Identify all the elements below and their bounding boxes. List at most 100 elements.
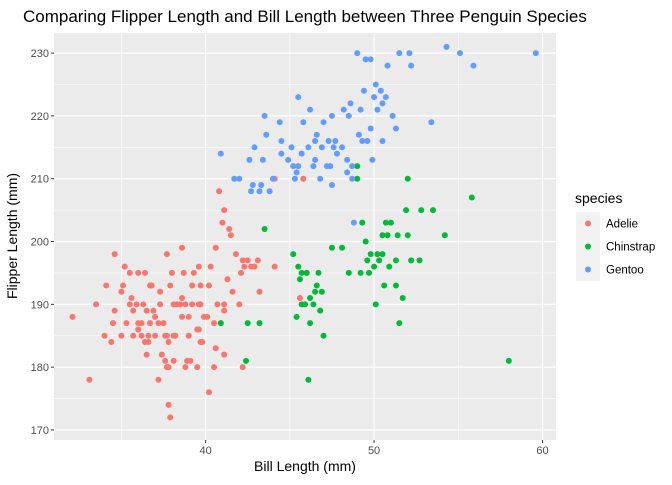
data-point-chinstrap [416,257,423,264]
data-point-gentoo [312,138,319,145]
data-point-gentoo [276,119,283,126]
data-point-gentoo [340,106,347,113]
data-point-gentoo [261,112,268,119]
data-point-gentoo [269,175,276,182]
data-point-adelie [182,301,189,308]
data-point-chinstrap [312,288,319,295]
data-point-adelie [167,414,174,421]
data-point-chinstrap [317,307,324,314]
data-point-gentoo [295,163,302,170]
data-point-chinstrap [339,244,346,251]
data-point-gentoo [231,175,238,182]
data-point-chinstrap [354,175,361,182]
legend-items: Adelie Chinstrap Gentoo [576,212,655,281]
data-point-adelie [165,364,172,371]
data-point-chinstrap [296,276,303,283]
data-point-gentoo [217,150,224,157]
plot-panel [54,33,556,440]
data-point-gentoo [258,181,265,188]
data-point-gentoo [372,81,379,88]
data-point-gentoo [256,188,263,195]
data-point-adelie [221,307,228,314]
data-point-gentoo [246,156,253,163]
data-point-adelie [214,301,221,308]
data-point-adelie [182,364,189,371]
data-point-gentoo [293,169,300,176]
x-tick-label: 40 [199,445,211,457]
data-point-gentoo [377,87,384,94]
data-point-adelie [155,376,162,383]
data-point-adelie [185,313,192,320]
data-point-chinstrap [307,295,314,302]
data-point-chinstrap [302,301,308,308]
data-point-adelie [152,313,159,320]
legend-label-gentoo: Gentoo [606,265,644,277]
data-point-adelie [232,251,239,258]
data-point-gentoo [305,144,312,151]
data-point-gentoo [328,112,335,119]
data-point-adelie [224,276,231,283]
data-point-adelie [229,288,236,295]
data-point-adelie [219,219,226,226]
data-point-adelie [168,269,175,276]
data-point-chinstrap [359,219,366,226]
data-point-gentoo [359,138,366,145]
x-tick-label: 60 [536,445,548,457]
data-point-adelie [133,301,140,308]
y-tick-label: 180 [31,362,49,374]
data-point-gentoo [406,50,413,57]
data-point-adelie [300,175,307,182]
y-tick-label: 230 [31,48,49,60]
data-point-chinstrap [305,376,312,383]
data-point-chinstrap [293,313,300,320]
data-point-adelie [190,269,197,276]
data-point-gentoo [371,94,378,101]
data-point-chinstrap [328,244,335,251]
data-point-gentoo [396,50,403,57]
data-point-chinstrap [261,225,268,232]
data-point-chinstrap [362,238,369,245]
data-point-adelie [111,251,118,258]
data-point-adelie [239,257,246,264]
data-point-adelie [150,307,157,314]
data-point-gentoo [278,150,285,157]
data-point-adelie [108,339,115,346]
data-point-gentoo [236,175,243,182]
data-point-gentoo [374,106,381,113]
data-point-gentoo [312,156,319,163]
y-axis-title: Flipper Length (mm) [4,173,20,299]
data-point-gentoo [291,175,298,182]
data-point-gentoo [369,156,376,163]
data-point-gentoo [428,119,435,126]
data-point-gentoo [360,87,367,94]
data-point-gentoo [349,175,356,182]
data-point-gentoo [318,144,325,151]
data-point-gentoo [317,175,324,182]
data-point-chinstrap [403,207,410,214]
data-point-gentoo [328,181,335,188]
data-point-gentoo [248,188,255,195]
data-point-gentoo [330,144,337,151]
data-point-adelie [239,364,246,371]
data-point-adelie [205,282,212,289]
data-point-chinstrap [376,257,383,264]
data-point-chinstrap [430,207,437,214]
data-point-adelie [143,307,150,314]
data-point-adelie [179,313,186,320]
data-point-adelie [135,269,142,276]
data-point-adelie [93,301,100,308]
data-point-gentoo [384,62,391,69]
data-point-adelie [179,295,186,302]
axis-ticks: 40 50 60 170 180 190 200 210 220 230 [31,48,549,457]
data-point-adelie [194,364,201,371]
data-point-adelie [241,263,248,270]
legend-key-chinstrap [585,243,591,250]
data-point-chinstrap [364,257,371,264]
data-point-chinstrap [392,257,399,264]
y-tick-label: 190 [31,299,49,311]
data-point-adelie [254,257,261,264]
data-point-gentoo [259,156,266,163]
data-point-adelie [189,301,196,308]
